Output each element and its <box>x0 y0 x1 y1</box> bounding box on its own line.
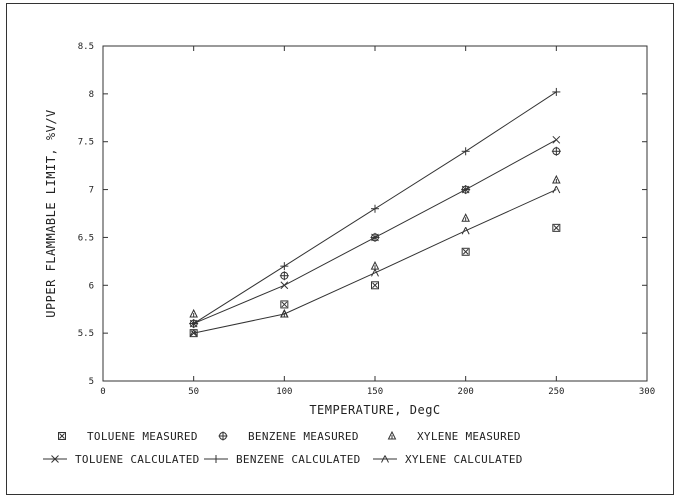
benzene-measured-point <box>551 146 561 156</box>
y-axis-label: UPPER FLAMMABLE LIMIT, %V/V <box>44 109 58 318</box>
legend: TOLUENE MEASURED BENZENE MEASURED XYLENE M… <box>43 430 523 466</box>
benzene-calculated-point <box>461 147 470 156</box>
xylene-measured-point <box>461 213 470 222</box>
toluene-calculated-point <box>280 281 289 290</box>
legend-label: XYLENE CALCULATED <box>405 453 523 466</box>
benzene-calculated-point <box>280 262 289 271</box>
legend-item-toluene-measured: TOLUENE MEASURED <box>58 430 198 443</box>
y-ticks: 5 5.5 6 6.5 7 7.5 8 8.5 <box>78 42 647 387</box>
series-xylene-calculated <box>189 185 561 337</box>
x-tick-label: 50 <box>188 387 199 397</box>
toluene-measured-point <box>280 300 289 309</box>
legend-label: BENZENE CALCULATED <box>236 453 361 466</box>
legend-label: TOLUENE MEASURED <box>87 430 198 443</box>
chart-frame <box>6 3 674 495</box>
toluene-calculated-line <box>193 139 557 325</box>
y-tick-label: 5 <box>89 377 94 387</box>
legend-item-toluene-calculated: TOLUENE CALCULATED <box>43 453 200 466</box>
plot-axes <box>102 45 648 382</box>
plot-area <box>102 45 648 382</box>
toluene-calculated-point <box>461 185 470 194</box>
legend-marker <box>212 455 220 463</box>
series-toluene-measured <box>189 223 561 338</box>
y-tick-label: 7 <box>89 186 94 196</box>
series-benzene-calculated <box>189 87 561 328</box>
legend-marker <box>51 455 59 463</box>
y-tick-label: 5.5 <box>78 329 94 339</box>
legend-marker <box>381 455 389 463</box>
toluene-calculated-point <box>371 233 379 242</box>
x-ticks: 0 50 100 150 200 250 300 <box>100 46 655 397</box>
xylene-calculated-line <box>193 189 557 334</box>
benzene-measured-point <box>279 271 289 281</box>
benzene-calculated-point <box>552 87 561 96</box>
series-toluene-calculated <box>189 135 561 328</box>
y-tick-label: 8 <box>89 90 94 100</box>
x-tick-label: 300 <box>639 387 655 397</box>
xylene-measured-point <box>370 261 380 270</box>
series-xylene-measured <box>189 174 561 318</box>
x-tick-label: 100 <box>276 387 292 397</box>
x-axis-label: TEMPERATURE, DegC <box>309 403 440 417</box>
benzene-calculated-point <box>371 204 379 213</box>
xylene-calculated-point <box>189 329 198 337</box>
x-tick-label: 200 <box>458 387 474 397</box>
toluene-measured-point <box>371 281 379 290</box>
xylene-measured-point <box>552 174 561 184</box>
series-layer <box>189 87 561 338</box>
benzene-calculated-point <box>189 319 198 328</box>
x-tick-label: 150 <box>367 387 383 397</box>
legend-item-benzene-measured: BENZENE MEASURED <box>218 430 359 443</box>
toluene-measured-point <box>461 247 470 256</box>
legend-label: XYLENE MEASURED <box>417 430 521 443</box>
legend-item-benzene-calculated: BENZENE CALCULATED <box>204 453 361 466</box>
legend-label: BENZENE MEASURED <box>248 430 359 443</box>
xylene-calculated-point <box>280 310 289 318</box>
y-tick-label: 8.5 <box>78 42 94 52</box>
legend-marker <box>218 431 228 441</box>
toluene-measured-point <box>552 223 561 232</box>
legend-marker <box>387 430 397 440</box>
x-tick-label: 250 <box>548 387 564 397</box>
y-tick-label: 6.5 <box>78 233 94 243</box>
y-tick-label: 6 <box>89 281 94 291</box>
xylene-calculated-point <box>552 185 561 194</box>
toluene-calculated-point <box>552 135 561 144</box>
legend-item-xylene-calculated: XYLENE CALCULATED <box>373 453 523 466</box>
xylene-calculated-point <box>461 227 470 235</box>
y-tick-label: 7.5 <box>78 138 94 148</box>
legend-marker <box>58 432 66 440</box>
x-tick-label: 0 <box>100 387 105 397</box>
xylene-measured-point <box>189 308 198 318</box>
xylene-calculated-point <box>371 269 379 277</box>
legend-item-xylene-measured: XYLENE MEASURED <box>387 430 521 443</box>
legend-label: TOLUENE CALCULATED <box>75 453 200 466</box>
